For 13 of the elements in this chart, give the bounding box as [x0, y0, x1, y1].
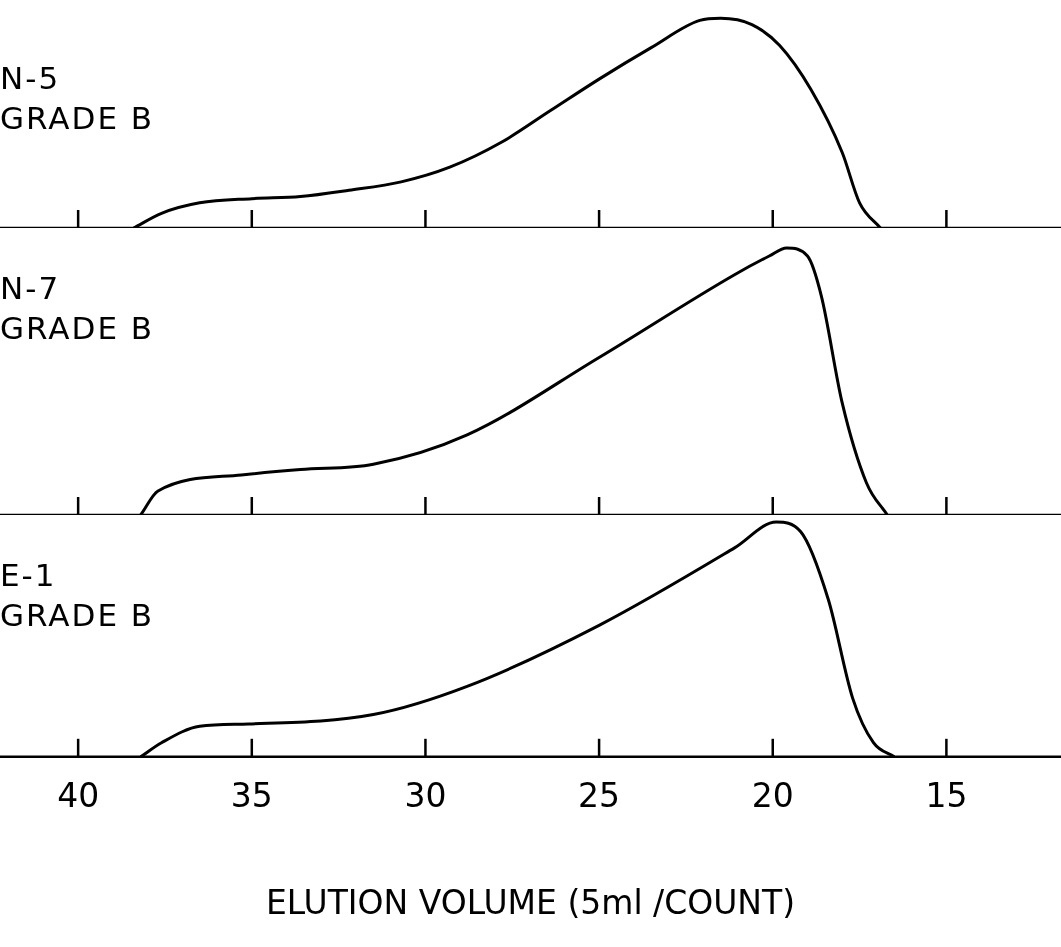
text: N-5 [0, 59, 62, 98]
x-tick-label: 20 [751, 776, 794, 816]
text: N-7 [0, 269, 62, 308]
x-tick-label: 40 [57, 776, 100, 816]
x-tick-label: 15 [925, 776, 968, 816]
x-tick-label: 30 [404, 776, 447, 816]
text: GRADE B [0, 596, 155, 635]
text: GRADE B [0, 309, 155, 348]
text: E-1 [0, 556, 58, 595]
x-tick-label: 35 [230, 776, 273, 816]
text: GRADE B [0, 99, 155, 138]
x-tick-label: 25 [578, 776, 621, 816]
x-axis-title: ELUTION VOLUME (5ml /COUNT) [265, 882, 796, 922]
